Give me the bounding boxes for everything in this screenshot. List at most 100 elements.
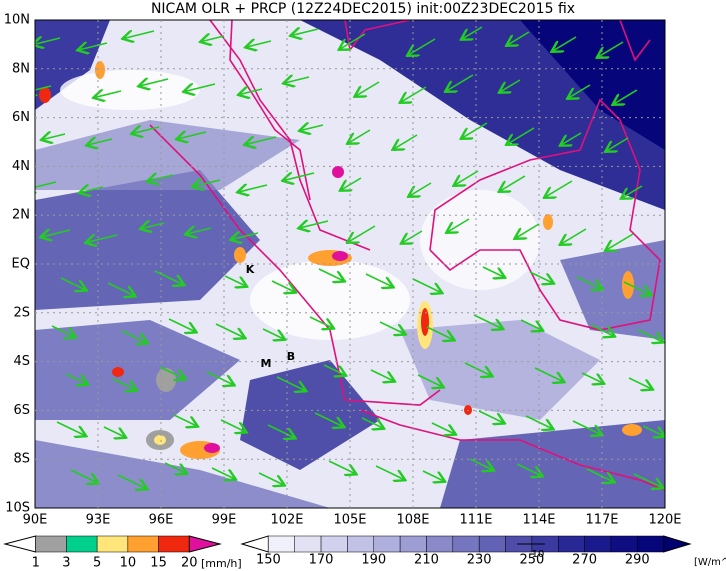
- wind-arrow: [569, 84, 591, 98]
- lat-label: 10S: [5, 501, 30, 516]
- legend-swatch: [610, 535, 638, 553]
- wind-arrow: [220, 419, 245, 432]
- lat-label: 8S: [13, 452, 30, 467]
- wind-arrow: [394, 134, 418, 149]
- wind-arrow: [478, 410, 503, 423]
- legend-label: 1: [32, 556, 40, 571]
- legend-swatch: [127, 535, 159, 553]
- wind-arrow: [455, 170, 479, 185]
- wind-arrow: [276, 376, 305, 390]
- lat-label: 6S: [13, 403, 30, 418]
- coastlines: [149, 20, 665, 491]
- wind-arrow: [211, 467, 235, 479]
- wind-arrow: [446, 74, 474, 91]
- wind-arrow: [356, 81, 380, 96]
- wind-arrow: [121, 330, 146, 343]
- lon-label: 120E: [648, 513, 681, 528]
- wind-arrow: [448, 218, 470, 232]
- legend-swatch: [96, 535, 129, 553]
- wind-arrow: [572, 420, 601, 434]
- legend-swatch: [373, 535, 401, 553]
- vector-reference-label: 10: [532, 549, 545, 560]
- wind-arrow: [301, 125, 324, 131]
- lat-label: 10N: [4, 13, 30, 28]
- wind-arrow: [422, 470, 444, 481]
- wind-arrow: [202, 36, 225, 42]
- wind-arrow: [410, 182, 432, 196]
- wind-arrow: [133, 127, 160, 133]
- legend-swatch: [426, 535, 454, 553]
- wind-arrow: [95, 91, 122, 97]
- wind-arrow: [258, 472, 283, 485]
- wind-arrow: [271, 280, 295, 292]
- lon-label: 105E: [333, 513, 366, 528]
- wind-arrow: [88, 139, 113, 145]
- wind-arrow: [379, 321, 404, 334]
- wind-arrow: [215, 323, 244, 337]
- wind-arrow: [224, 275, 246, 286]
- wind-arrow: [178, 132, 207, 139]
- legend-label: 170: [309, 553, 334, 568]
- wind-arrow: [81, 187, 104, 193]
- wind-arrow: [500, 175, 526, 191]
- wind-arrow: [361, 417, 383, 428]
- legend-swatch: [399, 535, 427, 553]
- wind-arrow: [328, 460, 355, 474]
- legend-label: 270: [572, 553, 597, 568]
- wind-arrow: [606, 233, 634, 250]
- legend-label: 290: [625, 553, 650, 568]
- wind-arrow: [370, 369, 394, 381]
- wind-arrow: [194, 180, 221, 186]
- wind-arrow: [103, 426, 125, 437]
- lon-label: 114E: [522, 513, 555, 528]
- legend-swatch: [158, 535, 190, 553]
- wind-arrow: [340, 33, 366, 49]
- map-field: [35, 20, 665, 508]
- lat-label: 6N: [12, 110, 30, 125]
- wind-arrow: [598, 41, 624, 57]
- wind-arrow: [314, 412, 343, 426]
- wind-arrow: [412, 278, 441, 292]
- legend-label: 210: [414, 553, 439, 568]
- wind-arrow: [417, 374, 442, 387]
- wind-arrow: [469, 458, 493, 470]
- wind-arrow: [35, 182, 57, 189]
- legend-swatch: [294, 535, 322, 553]
- wind-arrow: [42, 230, 71, 237]
- wind-arrow: [65, 373, 87, 384]
- legend-swatch: [452, 535, 480, 553]
- legend-swatch: [35, 535, 67, 553]
- legend-swatch: [66, 535, 98, 553]
- wind-arrow: [246, 137, 277, 144]
- lon-label: 102E: [270, 513, 303, 528]
- wind-arrow: [140, 79, 169, 86]
- lon-label: 108E: [396, 513, 429, 528]
- wind-arrow: [87, 235, 118, 242]
- wind-arrow: [292, 29, 319, 35]
- legend-swatch: [637, 535, 664, 553]
- wind-arrow: [614, 89, 638, 104]
- legend-label: 250: [519, 553, 544, 568]
- wind-arrow: [401, 86, 427, 102]
- wind-arrow: [508, 31, 530, 45]
- lon-label: 90E: [23, 513, 48, 528]
- wind-arrow: [349, 129, 371, 143]
- wind-arrow: [633, 473, 662, 487]
- wind-arrow: [637, 329, 662, 342]
- wind-arrow: [79, 43, 108, 50]
- lat-label: 4N: [12, 159, 30, 174]
- legend-unit: [W/m^2]: [694, 557, 726, 568]
- wind-arrow: [623, 281, 650, 295]
- legend-label: 20: [181, 556, 198, 571]
- wind-arrow: [375, 465, 404, 479]
- legend-label: 5: [93, 556, 101, 571]
- wind-arrow: [431, 422, 455, 434]
- wind-arrow: [124, 31, 155, 38]
- wind-arrow: [516, 223, 540, 238]
- wind-arrow: [622, 185, 643, 198]
- lat-label: 8N: [12, 61, 30, 76]
- wind-arrow: [309, 316, 333, 328]
- wind-arrow: [164, 462, 186, 473]
- wind-arrow: [576, 276, 601, 289]
- legend-unit: [mm/h]: [201, 557, 242, 570]
